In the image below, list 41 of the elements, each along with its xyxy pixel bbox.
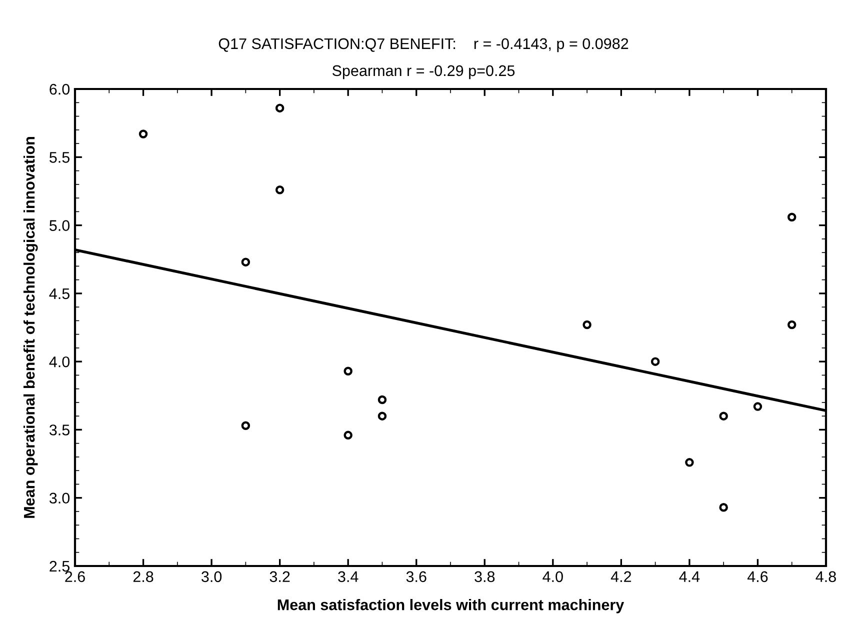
x-tick-label: 4.8 xyxy=(816,571,836,582)
point xyxy=(378,395,387,404)
x-tick-label: 4.4 xyxy=(679,571,700,582)
y-axis-title: Mean operational benefit of technological innovation xyxy=(23,137,38,518)
y-tick-label: 6.0 xyxy=(50,84,70,95)
point xyxy=(378,412,387,420)
point xyxy=(787,212,796,222)
y-tick-label: 5.5 xyxy=(50,152,70,163)
point xyxy=(138,130,148,138)
x-tick-label: 3.6 xyxy=(406,571,426,582)
y-tick-label: 3.5 xyxy=(49,424,70,436)
point xyxy=(787,320,796,330)
y-tick-label: 2.5 xyxy=(50,560,70,572)
point xyxy=(275,104,284,112)
x-tick-label: 4.0 xyxy=(542,571,563,582)
x-tick-label: 3.2 xyxy=(270,571,290,582)
point xyxy=(275,185,284,194)
point xyxy=(241,421,250,430)
x-axis-title: Mean satisfaction levels with current machinery xyxy=(278,598,624,614)
point xyxy=(685,458,694,467)
point xyxy=(719,412,728,420)
y-tick-label: 5.0 xyxy=(50,220,70,231)
point xyxy=(719,503,728,512)
x-tick-label: 3.8 xyxy=(474,571,495,582)
point xyxy=(650,357,660,366)
point xyxy=(753,402,762,411)
x-tick-label: 2.8 xyxy=(133,571,154,582)
point xyxy=(344,430,352,440)
point xyxy=(344,366,352,376)
y-tick-label: 3.0 xyxy=(49,492,70,504)
y-tick-label: 4.0 xyxy=(49,356,70,368)
x-tick-label: 2.6 xyxy=(65,571,85,582)
x-tick-label: 3.0 xyxy=(202,571,222,582)
chart-subtitle: Spearman r = -0.29 p=0.25 xyxy=(332,65,515,80)
x-tick-label: 4.6 xyxy=(747,571,768,582)
point xyxy=(582,320,592,330)
x-tick-label: 4.2 xyxy=(610,571,632,582)
point xyxy=(241,258,250,266)
x-tick-label: 3.4 xyxy=(338,571,358,582)
y-tick-label: 4.5 xyxy=(49,288,70,300)
chart-title: Q17 SATISFACTION:Q7 BENEFIT: r = -0.4143, p = 0.0982 xyxy=(218,38,628,52)
